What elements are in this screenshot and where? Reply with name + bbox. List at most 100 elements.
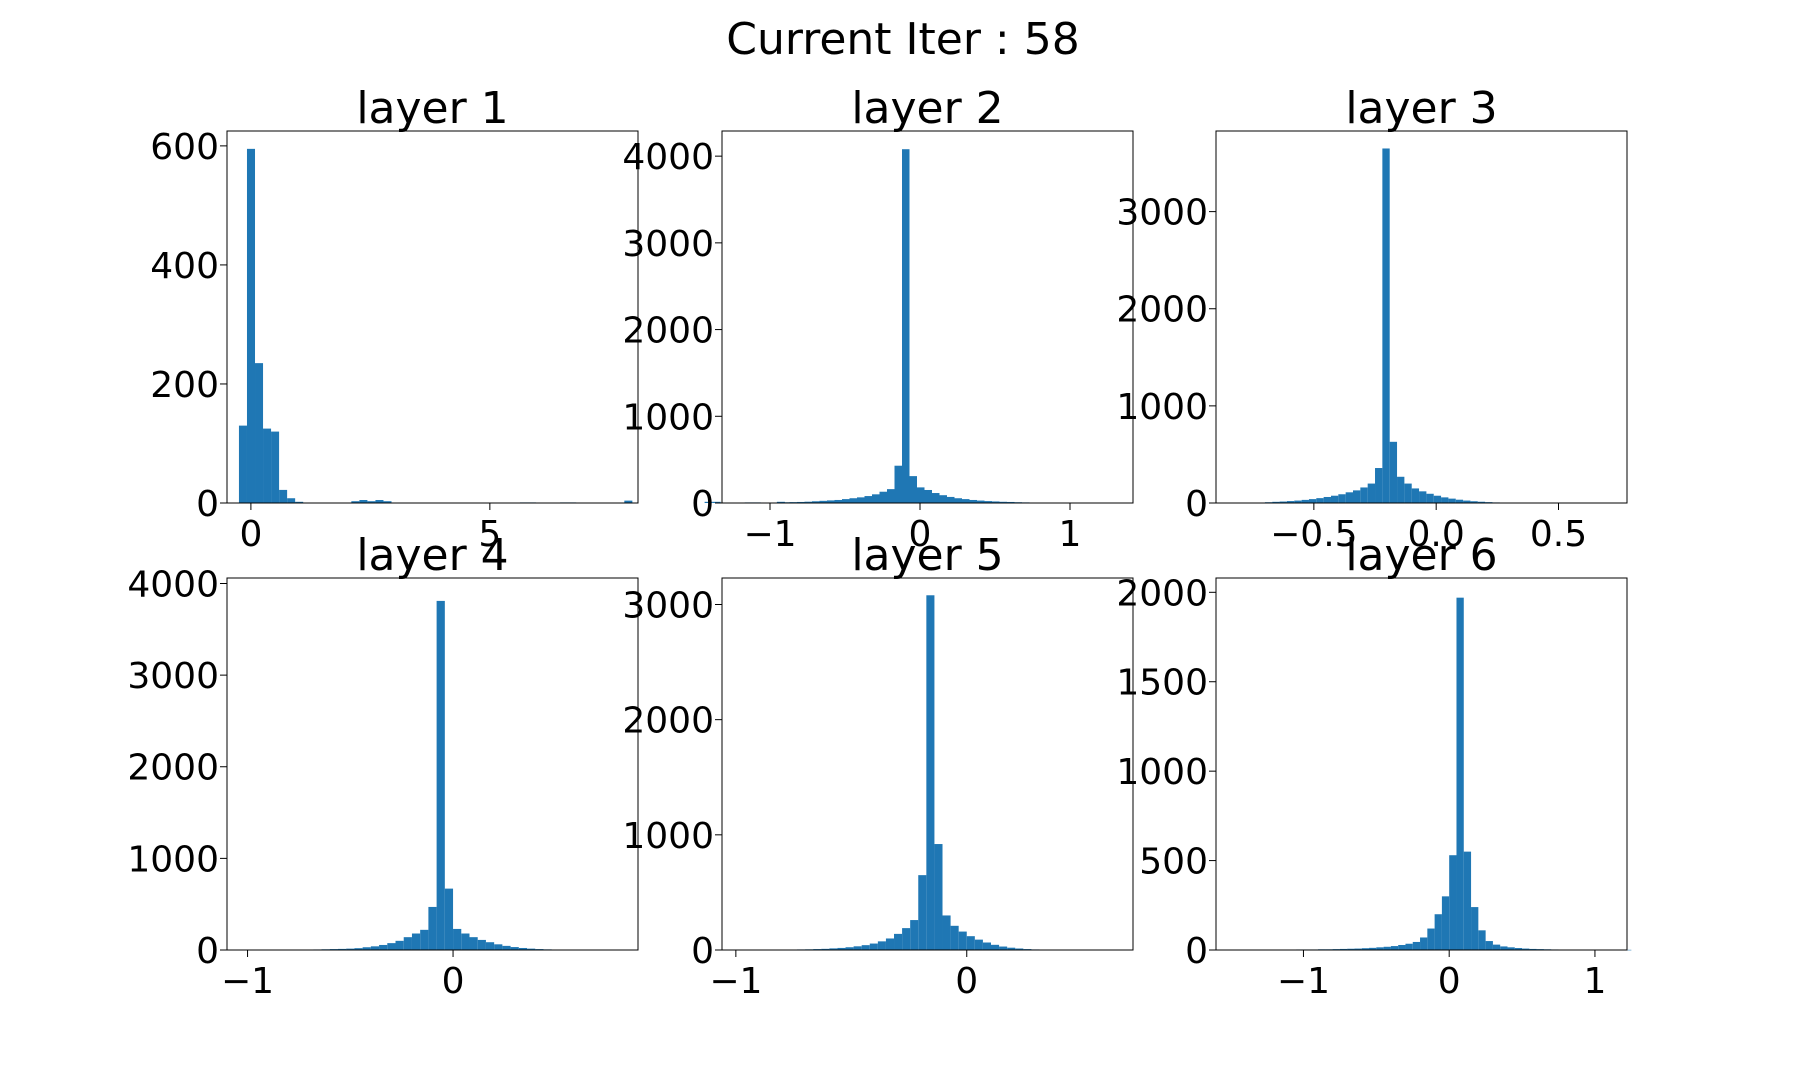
- x-tick-label: −1: [1277, 961, 1330, 1002]
- histogram-bars: [1230, 597, 1632, 951]
- y-tick-label: 2000: [127, 748, 219, 789]
- histogram-bar: [1316, 498, 1324, 503]
- histogram-bars: [737, 149, 1090, 504]
- x-tick-label: 1: [1583, 961, 1606, 1002]
- histogram-bar: [1015, 948, 1024, 950]
- histogram-bar: [1478, 930, 1486, 950]
- histogram-bar: [359, 500, 368, 503]
- histogram-bar: [918, 875, 927, 950]
- histogram-bar: [1463, 851, 1472, 950]
- x-tick-label: −1: [743, 514, 796, 555]
- histogram-bar: [853, 946, 862, 950]
- histogram-bar: [624, 500, 633, 503]
- histogram-bar: [845, 947, 854, 950]
- axes-frame: [1215, 130, 1628, 504]
- histogram-bar: [395, 940, 404, 950]
- histogram-bar: [942, 915, 951, 950]
- y-tick-label: 3000: [1116, 193, 1208, 234]
- histogram-bar: [1449, 855, 1457, 950]
- histogram-bar: [1308, 499, 1317, 503]
- histogram-bar: [954, 498, 962, 503]
- histogram-bar: [982, 942, 991, 950]
- histogram-bars: [740, 595, 1064, 951]
- histogram-bar: [346, 948, 355, 950]
- histogram-bar: [861, 945, 870, 950]
- histogram-bar: [411, 933, 421, 950]
- histogram-bar: [1390, 946, 1399, 950]
- histogram-bar: [1470, 501, 1478, 503]
- histogram-bar: [1286, 501, 1295, 503]
- histogram-bar: [1529, 948, 1537, 950]
- x-tick-label: 0: [1438, 961, 1461, 1002]
- histogram-bar: [969, 499, 977, 503]
- axes-frame: [226, 577, 639, 951]
- histogram-bar: [877, 941, 886, 950]
- histogram-bar: [1433, 495, 1442, 503]
- y-tick-label: 200: [150, 365, 219, 406]
- histogram-bar: [510, 947, 519, 950]
- x-tick-label: −0.5: [1270, 514, 1357, 555]
- y-tick-label: 1500: [1116, 663, 1208, 704]
- histogram-bar: [932, 493, 940, 503]
- histogram-bar: [375, 500, 384, 503]
- histogram-bar: [879, 491, 887, 503]
- histogram-bar: [436, 600, 445, 950]
- y-tick-label: 1000: [1116, 387, 1208, 428]
- x-tick-label: 0: [442, 961, 465, 1002]
- histogram-bar: [704, 501, 713, 503]
- x-tick-label: 0: [239, 514, 262, 555]
- histogram-bar: [444, 888, 454, 950]
- axes-frame: [1215, 577, 1628, 951]
- histogram-bar: [1397, 476, 1405, 503]
- panel-title: layer 5: [851, 530, 1003, 581]
- histogram-bar: [1376, 947, 1384, 950]
- histogram-bar: [461, 933, 470, 950]
- histogram-bar: [502, 945, 511, 950]
- histogram-bar: [977, 500, 985, 503]
- histogram-bar: [1330, 495, 1339, 503]
- x-tick-label: 0: [955, 961, 978, 1002]
- histogram-bar: [354, 948, 363, 950]
- y-tick-label: 2000: [622, 311, 714, 352]
- panel-title: layer 6: [1345, 530, 1497, 581]
- histogram-bar: [1448, 498, 1456, 503]
- y-tick-label: 600: [150, 127, 219, 168]
- y-tick-label: 2000: [622, 701, 714, 742]
- y-tick-label: 0: [1185, 931, 1208, 972]
- histogram-bar: [477, 939, 486, 950]
- histogram-bar: [872, 494, 880, 503]
- y-tick-label: 0: [1185, 484, 1208, 525]
- histogram-bar: [1455, 499, 1464, 503]
- histogram-bar: [1007, 947, 1016, 950]
- panel-layer-2: layer 2 −1 0 1 0 1000 2000 3000 4000: [622, 83, 1134, 555]
- panel-layer-6: layer 6 −1 0 1 0 500 1000 1500 2000: [1116, 530, 1632, 1002]
- histogram-bar: [1354, 948, 1362, 950]
- histogram-bar: [485, 942, 495, 950]
- histogram-bar: [1500, 946, 1508, 950]
- y-tick-label: 4000: [622, 137, 714, 178]
- histogram-bar: [1294, 500, 1302, 503]
- histogram-bar: [926, 595, 935, 950]
- panel-title: layer 1: [356, 83, 508, 134]
- panel-title: layer 4: [356, 530, 508, 581]
- histogram-bar: [1419, 491, 1427, 503]
- histogram-bar: [887, 489, 895, 503]
- histogram-bar: [917, 487, 925, 503]
- histogram-bar: [1007, 501, 1015, 503]
- histogram-bar: [804, 501, 812, 503]
- histogram-bar: [1471, 907, 1479, 950]
- histogram-bar: [453, 928, 462, 950]
- histogram-bar: [797, 501, 805, 503]
- y-tick-label: 3000: [622, 224, 714, 265]
- histogram-bar: [934, 844, 943, 950]
- histogram-bar: [469, 937, 478, 950]
- histogram-bar: [1507, 947, 1515, 950]
- x-tick-label: −1: [709, 961, 762, 1002]
- histogram-bar: [238, 425, 247, 503]
- x-tick-label: 5: [478, 514, 501, 555]
- y-tick-label: 1000: [622, 397, 714, 438]
- histogram-bar: [902, 928, 911, 950]
